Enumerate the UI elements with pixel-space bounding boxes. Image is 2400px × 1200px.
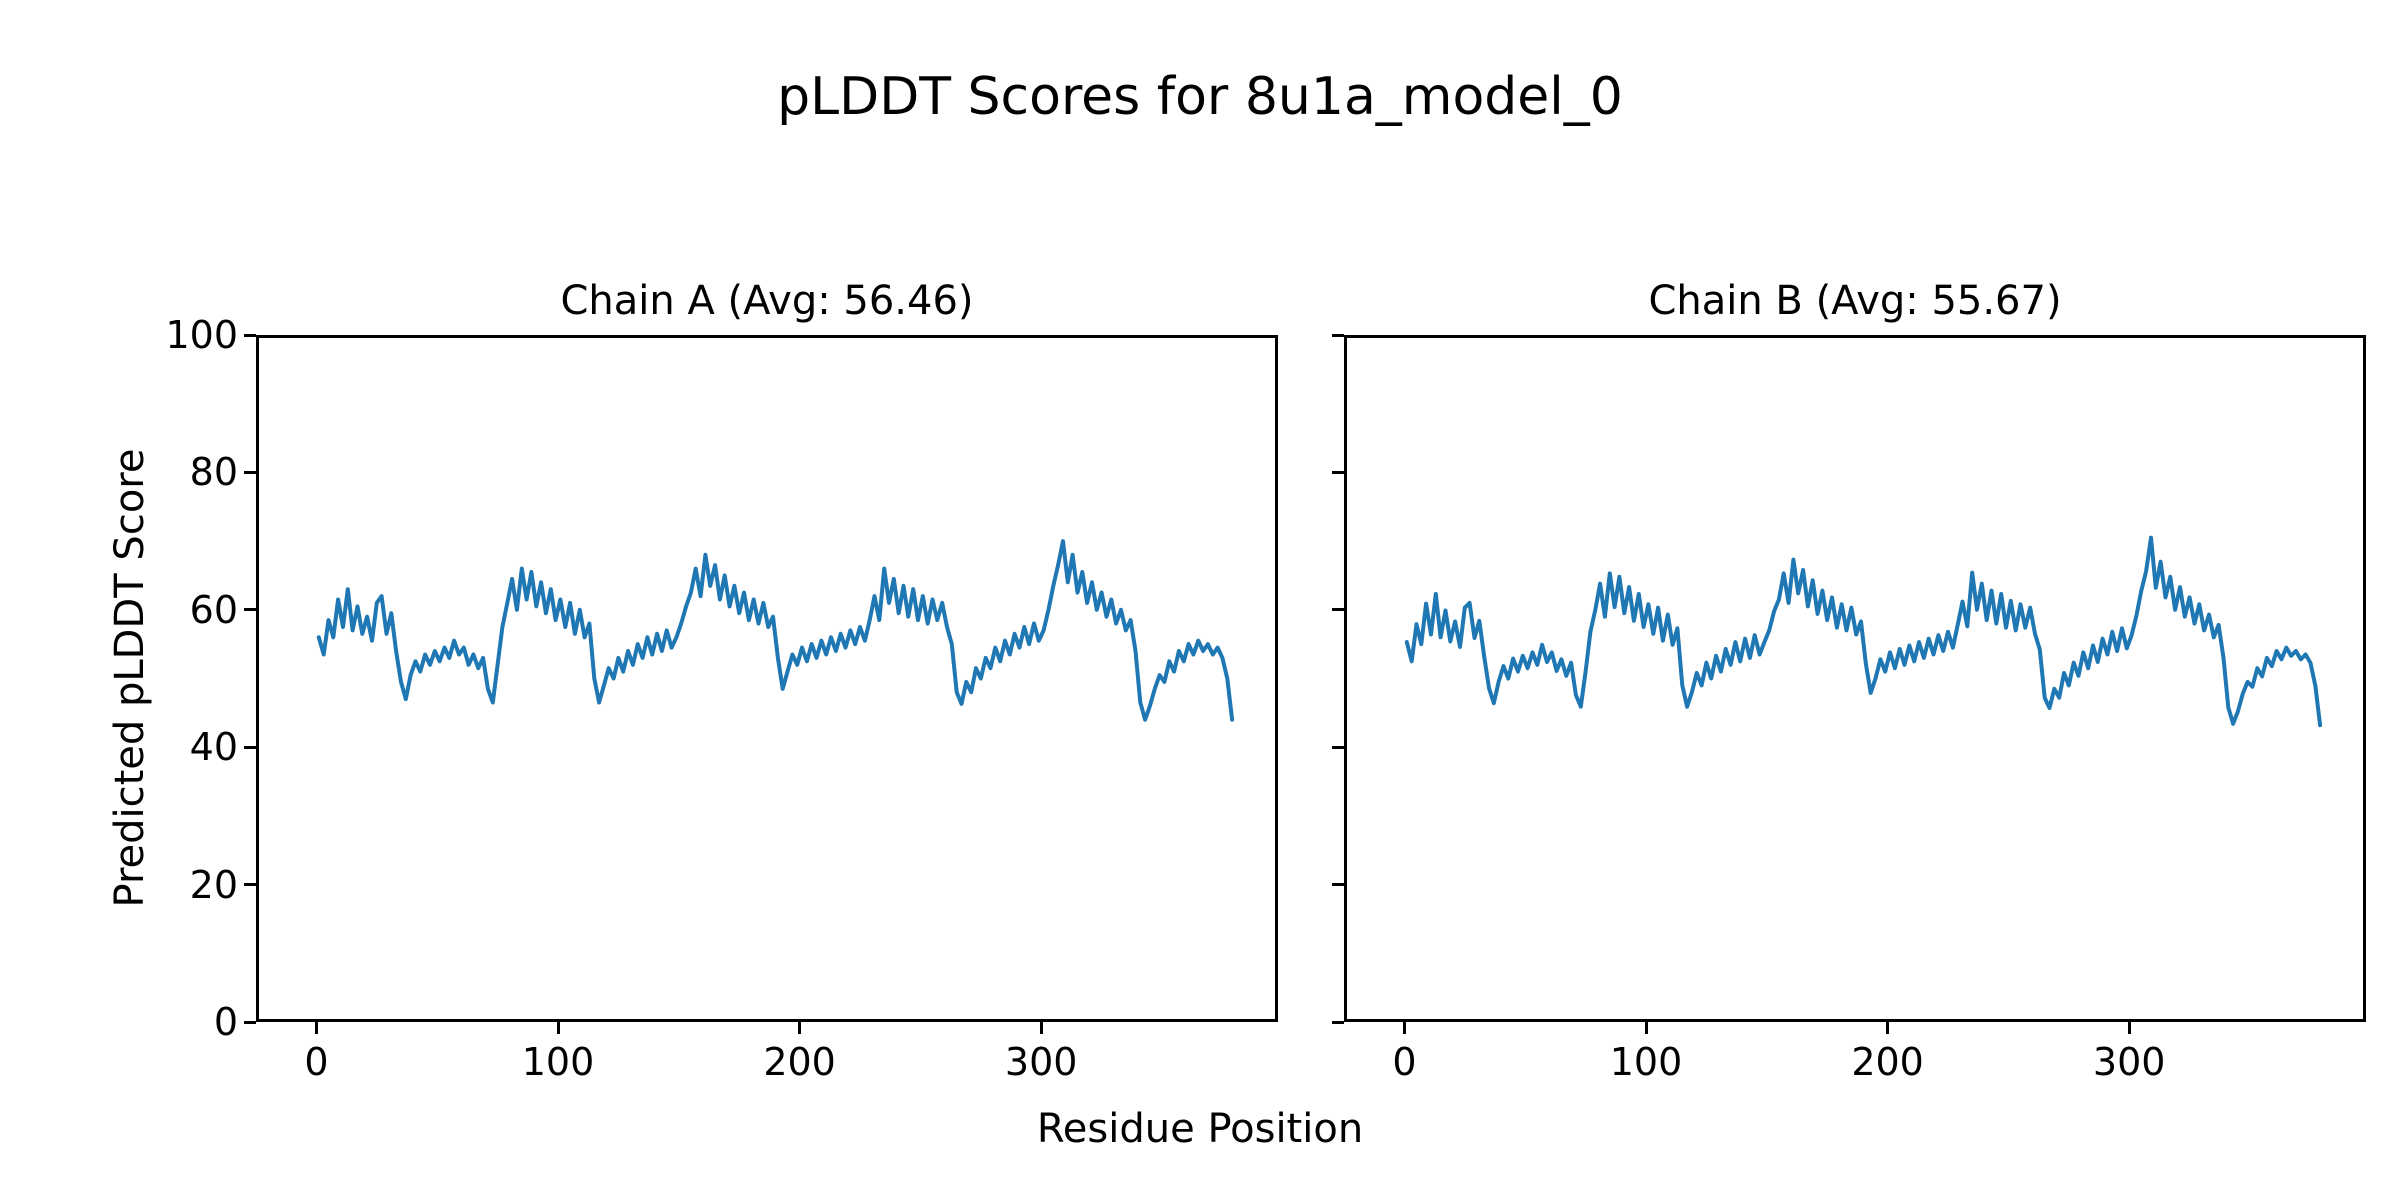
x-tick-label: 100 <box>1609 1040 1683 1084</box>
x-tick-mark <box>798 1022 802 1034</box>
y-tick-mark <box>244 608 256 612</box>
x-tick-mark <box>1886 1022 1890 1034</box>
x-tick-label: 100 <box>521 1040 595 1084</box>
x-axis-label: Residue Position <box>1036 1106 1364 1152</box>
plot-area-chain-a <box>316 539 1235 722</box>
plot-area-chain-b <box>1404 535 2323 728</box>
subplot-chain-a: Chain A (Avg: 56.46) 0 100 200 300 0 20 40 60 80… <box>165 278 1278 1084</box>
y-tick-mark <box>1332 1020 1344 1024</box>
x-tick-label: 0 <box>304 1040 329 1084</box>
y-tick-mark <box>244 883 256 887</box>
y-tick-mark <box>244 470 256 474</box>
y-tick-label: 60 <box>189 587 238 632</box>
figure-title: pLDDT Scores for 8u1a_model_0 <box>777 67 1623 127</box>
y-tick-mark <box>1332 608 1344 612</box>
x-tick-mark <box>556 1022 560 1034</box>
y-tick-label: 40 <box>189 725 238 770</box>
y-tick-mark <box>244 745 256 749</box>
x-tick-mark <box>314 1022 318 1034</box>
x-tick-label: 300 <box>2092 1040 2166 1084</box>
y-tick-mark <box>1332 745 1344 749</box>
y-tick-mark <box>244 333 256 337</box>
plddt-line-chain-a <box>316 539 1235 722</box>
subplot-title-chain-a: Chain A (Avg: 56.46) <box>560 278 974 324</box>
x-tick-mark <box>2127 1022 2131 1034</box>
x-tick-mark <box>1039 1022 1043 1034</box>
subplot-title-chain-b: Chain B (Avg: 55.67) <box>1648 278 2062 324</box>
x-tick-label: 200 <box>763 1040 836 1084</box>
y-tick-label: 100 <box>165 313 238 357</box>
y-tick-mark <box>1332 470 1344 474</box>
subplot-chain-b: Chain B (Avg: 55.67) 0 100 200 300 <box>1332 278 2366 1084</box>
y-tick-label: 0 <box>213 1000 238 1044</box>
x-tick-label: 0 <box>1392 1040 1417 1084</box>
y-tick-mark <box>244 1020 256 1024</box>
plddt-line-chain-b <box>1404 535 2323 728</box>
x-tick-mark <box>1402 1022 1406 1034</box>
y-tick-label: 80 <box>189 450 238 495</box>
y-tick-label: 20 <box>189 862 238 907</box>
x-tick-mark <box>1644 1022 1648 1034</box>
y-tick-mark <box>1332 333 1344 337</box>
x-tick-label: 300 <box>1004 1040 1078 1084</box>
y-tick-mark <box>1332 883 1344 887</box>
x-tick-label: 200 <box>1851 1040 1924 1084</box>
